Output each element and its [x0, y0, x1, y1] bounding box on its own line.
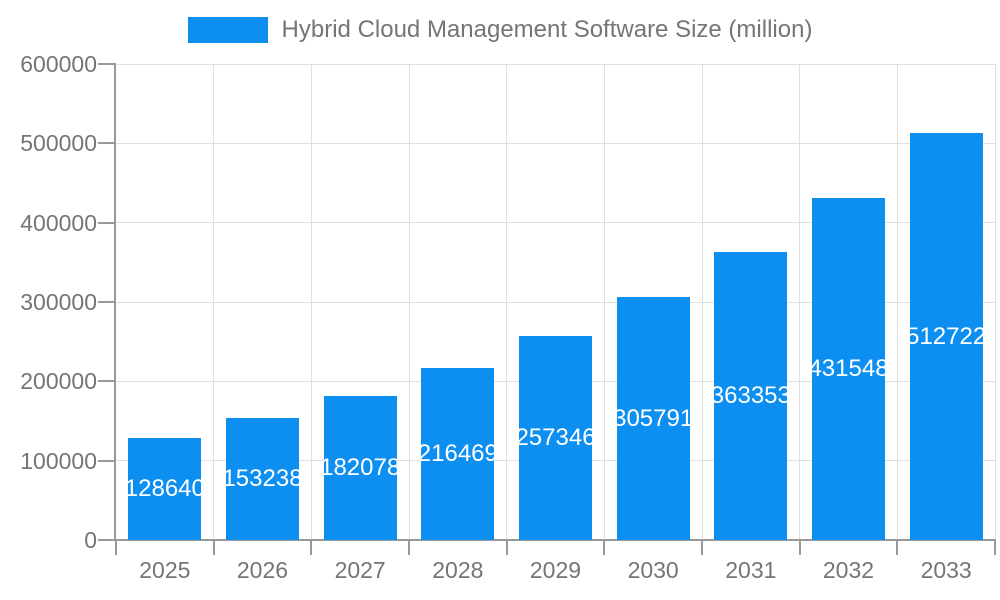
- bar[interactable]: 182078: [323, 395, 397, 540]
- y-axis-tick: [98, 459, 116, 462]
- bar[interactable]: 431548: [812, 197, 885, 540]
- horizontal-gridline: [116, 63, 995, 65]
- vertical-gridline: [506, 64, 508, 540]
- y-axis-tick: [98, 380, 116, 383]
- x-axis-label: 2027: [334, 557, 386, 583]
- bar-value-label: 128640: [128, 474, 202, 502]
- y-axis-tick: [98, 221, 116, 224]
- x-axis-tick: [310, 540, 313, 555]
- y-axis-tick: [98, 301, 116, 303]
- x-axis-tick: [408, 540, 410, 555]
- vertical-gridline: [603, 64, 605, 540]
- y-axis-tick: [98, 63, 116, 65]
- x-axis-label: 2033: [920, 557, 972, 583]
- x-axis-label: 2031: [725, 557, 777, 583]
- y-axis-label: 100000: [20, 447, 97, 474]
- legend-swatch: [187, 17, 268, 43]
- x-axis-tick: [603, 540, 606, 555]
- y-axis-label: 600000: [20, 51, 97, 77]
- bar-value-label: 431548: [812, 354, 885, 382]
- y-axis-label: 500000: [20, 130, 97, 157]
- x-axis-line: [114, 539, 996, 541]
- bar[interactable]: 128640: [128, 437, 202, 540]
- vertical-gridline: [310, 64, 312, 540]
- y-axis-label: 200000: [20, 368, 97, 395]
- vertical-gridline: [701, 64, 703, 540]
- x-axis-label: 2026: [236, 557, 289, 583]
- x-axis-label: 2025: [139, 557, 191, 583]
- y-axis-label: 300000: [20, 289, 97, 315]
- legend-label: Hybrid Cloud Management Software Size (m…: [281, 16, 813, 43]
- vertical-gridline: [896, 64, 898, 540]
- bar-value-label: 182078: [323, 453, 397, 481]
- x-axis-tick: [505, 540, 508, 555]
- y-axis-tick: [98, 142, 116, 145]
- bar[interactable]: 153238: [226, 418, 299, 540]
- x-axis-tick: [115, 540, 117, 555]
- bar-value-label: 305791: [616, 404, 690, 432]
- bar[interactable]: 257346: [519, 335, 592, 540]
- bar-value-label: 363353: [714, 381, 788, 409]
- x-axis-tick: [701, 540, 703, 555]
- vertical-gridline: [408, 64, 410, 540]
- horizontal-gridline: [116, 301, 995, 303]
- x-axis-label: 2029: [529, 557, 582, 583]
- y-axis-label: 0: [84, 527, 97, 553]
- x-axis-tick: [212, 540, 215, 555]
- x-axis-tick: [798, 540, 801, 555]
- bar-value-label: 512722: [909, 322, 983, 350]
- horizontal-gridline: [116, 142, 995, 144]
- x-axis-tick: [994, 540, 996, 555]
- bar-value-label: 257346: [519, 423, 592, 451]
- horizontal-gridline: [116, 222, 995, 224]
- bar[interactable]: 363353: [714, 251, 788, 540]
- chart-legend[interactable]: Hybrid Cloud Management Software Size (m…: [0, 14, 1000, 46]
- bar[interactable]: 216469: [421, 368, 495, 540]
- y-axis-tick: [98, 539, 116, 541]
- bar[interactable]: 305791: [616, 297, 690, 540]
- vertical-gridline: [994, 64, 996, 540]
- vertical-gridline: [213, 64, 215, 540]
- y-axis-label: 400000: [20, 209, 97, 236]
- x-axis-label: 2030: [627, 557, 679, 583]
- bar-value-label: 153238: [226, 465, 299, 493]
- bar-value-label: 216469: [421, 440, 495, 468]
- bar[interactable]: 512722: [909, 133, 983, 540]
- x-axis-label: 2028: [432, 557, 484, 583]
- x-axis-label: 2032: [822, 557, 875, 583]
- x-axis-tick: [896, 540, 899, 555]
- vertical-gridline: [799, 64, 801, 540]
